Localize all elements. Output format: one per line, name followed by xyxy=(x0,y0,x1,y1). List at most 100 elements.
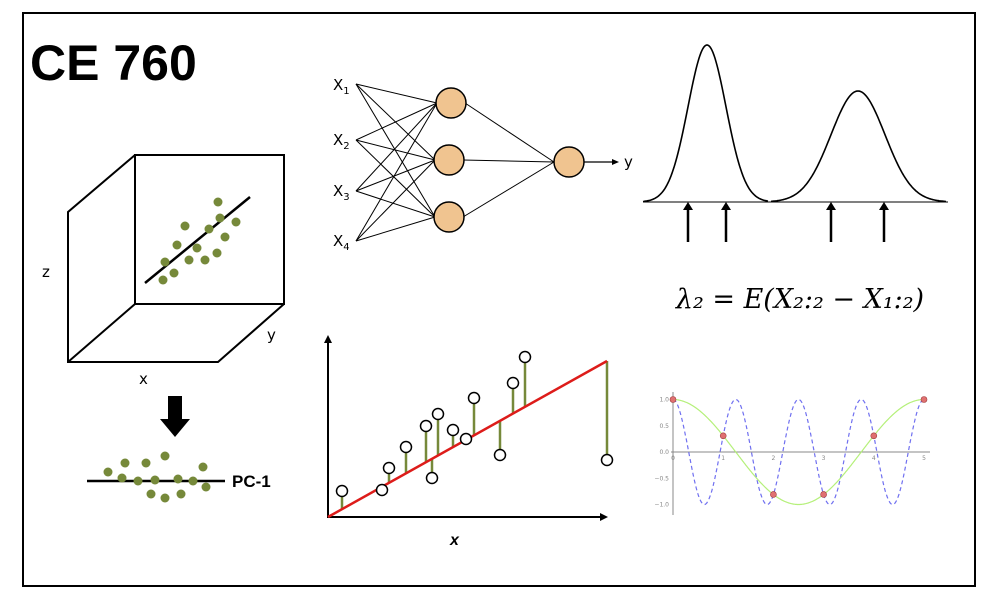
input-label: X1 xyxy=(333,76,350,97)
connection xyxy=(355,83,438,104)
gaussian-curve-wide xyxy=(770,90,947,203)
data-point xyxy=(201,482,211,492)
nn-connections xyxy=(355,83,555,242)
connection xyxy=(355,139,436,161)
data-point xyxy=(158,275,168,285)
data-point xyxy=(220,232,230,242)
sample-point xyxy=(770,491,777,498)
nn-nodes xyxy=(433,87,585,233)
observation-point xyxy=(335,484,349,498)
data-point xyxy=(160,493,170,503)
data-point xyxy=(169,268,179,278)
arrowhead-icon xyxy=(612,159,619,165)
x-axis-label: x xyxy=(139,370,148,388)
y-tick-label: −1.0 xyxy=(654,502,669,509)
connection xyxy=(355,159,436,242)
nn-input-labels: X1 X2 X3 X4 xyxy=(333,76,350,253)
data-point xyxy=(146,489,156,499)
principal-axis-line xyxy=(144,196,251,284)
solid-cosine-curve xyxy=(673,398,924,506)
cosine-plot: 0 1 2 3 4 5 1.0 0.5 0.0 −0.5 −1.0 xyxy=(654,392,930,515)
observation-point xyxy=(446,423,460,437)
data-point xyxy=(141,458,151,468)
regression-points xyxy=(335,350,614,498)
arrowhead-icon xyxy=(324,335,332,343)
connection xyxy=(464,102,555,163)
observation-point xyxy=(425,471,439,485)
observation-point xyxy=(467,391,481,405)
x-tick-label: 4 xyxy=(872,455,876,462)
y-tick-label: 0.5 xyxy=(659,423,669,430)
input-label: X4 xyxy=(333,232,350,253)
arrowhead-icon xyxy=(683,202,693,210)
gaussian-curve-narrow xyxy=(642,44,769,203)
connection xyxy=(355,190,436,218)
y-tick-label: −0.5 xyxy=(654,475,669,482)
sample-point xyxy=(870,432,878,440)
observation-point xyxy=(431,407,445,421)
sample-point xyxy=(820,491,827,498)
data-point xyxy=(188,476,198,486)
output-label: y xyxy=(624,153,633,171)
x-tick-label: 1 xyxy=(721,455,725,462)
data-point xyxy=(172,240,182,250)
sample-points xyxy=(669,396,928,498)
dashed-cosine-curve xyxy=(672,398,925,506)
arrowhead-icon xyxy=(826,202,836,210)
x-tick-label: 3 xyxy=(822,455,826,462)
data-point xyxy=(212,248,222,258)
data-point xyxy=(103,467,113,477)
cube-back-face xyxy=(134,154,285,305)
hidden-node xyxy=(435,87,467,119)
data-point xyxy=(200,255,210,265)
observation-point xyxy=(518,350,532,364)
y-tick-label: 0.0 xyxy=(659,449,669,456)
data-point xyxy=(231,217,241,227)
regression-plot: x xyxy=(324,335,614,549)
data-point xyxy=(192,243,202,253)
hidden-node xyxy=(433,201,465,233)
observation-point xyxy=(506,376,520,390)
connection xyxy=(462,159,555,163)
z-axis-label: z xyxy=(42,263,50,281)
data-point xyxy=(215,213,225,223)
down-arrow-icon xyxy=(160,396,190,437)
y-tick-label: 1.0 xyxy=(659,397,669,404)
connection xyxy=(355,216,436,242)
sample-point xyxy=(669,396,677,403)
page-title: CE 760 xyxy=(30,35,197,91)
data-point xyxy=(160,451,170,461)
data-point xyxy=(213,197,223,207)
x-tick-label: 0 xyxy=(671,455,675,462)
observation-point xyxy=(459,432,473,446)
x-tick-label: 5 xyxy=(922,455,926,462)
sample-point xyxy=(920,396,928,403)
data-point xyxy=(204,224,214,234)
connection xyxy=(355,102,438,242)
observation-point xyxy=(493,448,507,462)
connection xyxy=(355,159,436,192)
observation-point xyxy=(399,440,413,454)
data-point xyxy=(160,257,170,267)
connection xyxy=(462,161,555,218)
plot-ticks: 0 1 2 3 4 5 1.0 0.5 0.0 −0.5 −1.0 xyxy=(654,397,926,509)
x-tick-label: 2 xyxy=(771,455,775,462)
data-point xyxy=(176,489,186,499)
projected-data-points xyxy=(103,451,211,503)
frame-border xyxy=(22,12,976,587)
data-point xyxy=(120,458,130,468)
arrowhead-icon xyxy=(721,202,731,210)
data-point xyxy=(180,221,190,231)
data-point xyxy=(117,473,127,483)
output-node xyxy=(553,146,585,178)
cube-bottom-edge xyxy=(67,303,136,363)
data-point xyxy=(184,255,194,265)
order-statistic-formula: λ₂ = E(X₂:₂ − X₁:₂) xyxy=(675,284,924,315)
observation-point xyxy=(375,483,389,497)
input-label: X2 xyxy=(333,131,350,152)
connection xyxy=(355,102,438,192)
data-point xyxy=(133,476,143,486)
cube-data-points xyxy=(158,197,241,285)
y-axis-label: y xyxy=(267,326,276,344)
